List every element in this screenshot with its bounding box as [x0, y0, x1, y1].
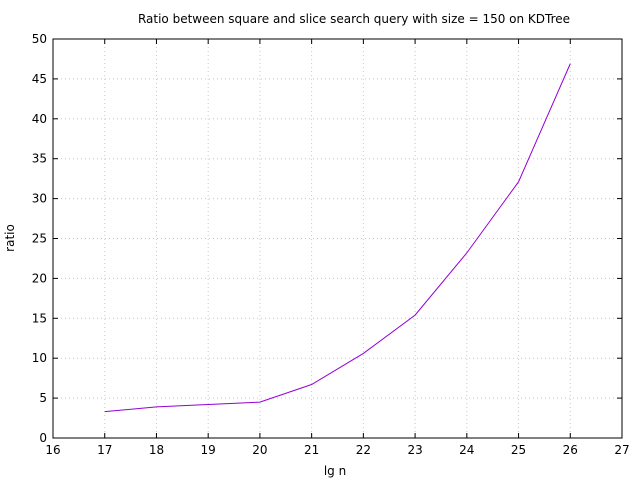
tick-layer	[52, 38, 623, 439]
y-tick-label: 0	[39, 431, 47, 445]
x-tick-label: 21	[304, 443, 319, 457]
y-tick-label: 35	[32, 152, 47, 166]
y-tick-label: 15	[32, 311, 47, 325]
x-tick-label: 20	[252, 443, 267, 457]
x-tick-label: 18	[149, 443, 164, 457]
y-tick-label: 45	[32, 72, 47, 86]
x-tick-label: 25	[511, 443, 526, 457]
grid-layer	[53, 39, 622, 438]
y-tick-label: 20	[32, 271, 47, 285]
x-axis-title: lg n	[324, 464, 346, 478]
tick-label-layer: 16 17 18 19 20 21 22 23 24 25 26 27 0 5 10 15 20 25 30 35 40…	[32, 32, 630, 457]
y-tick-label: 25	[32, 232, 47, 246]
x-tick-label: 23	[407, 443, 422, 457]
x-tick-label: 22	[356, 443, 371, 457]
series-layer	[104, 63, 571, 413]
x-tick-label: 17	[97, 443, 112, 457]
series-line	[104, 63, 571, 413]
x-tick-label: 27	[614, 443, 629, 457]
x-tick-label: 16	[45, 443, 60, 457]
x-tick-label: 19	[201, 443, 216, 457]
x-tick-label: 24	[459, 443, 474, 457]
y-tick-label: 5	[39, 391, 47, 405]
y-tick-label: 30	[32, 192, 47, 206]
x-tick-label: 26	[563, 443, 578, 457]
y-axis-title: ratio	[3, 224, 17, 252]
y-tick-label: 10	[32, 351, 47, 365]
chart-title: Ratio between square and slice search qu…	[138, 12, 570, 26]
y-tick-label: 40	[32, 112, 47, 126]
y-tick-label: 50	[32, 32, 47, 46]
